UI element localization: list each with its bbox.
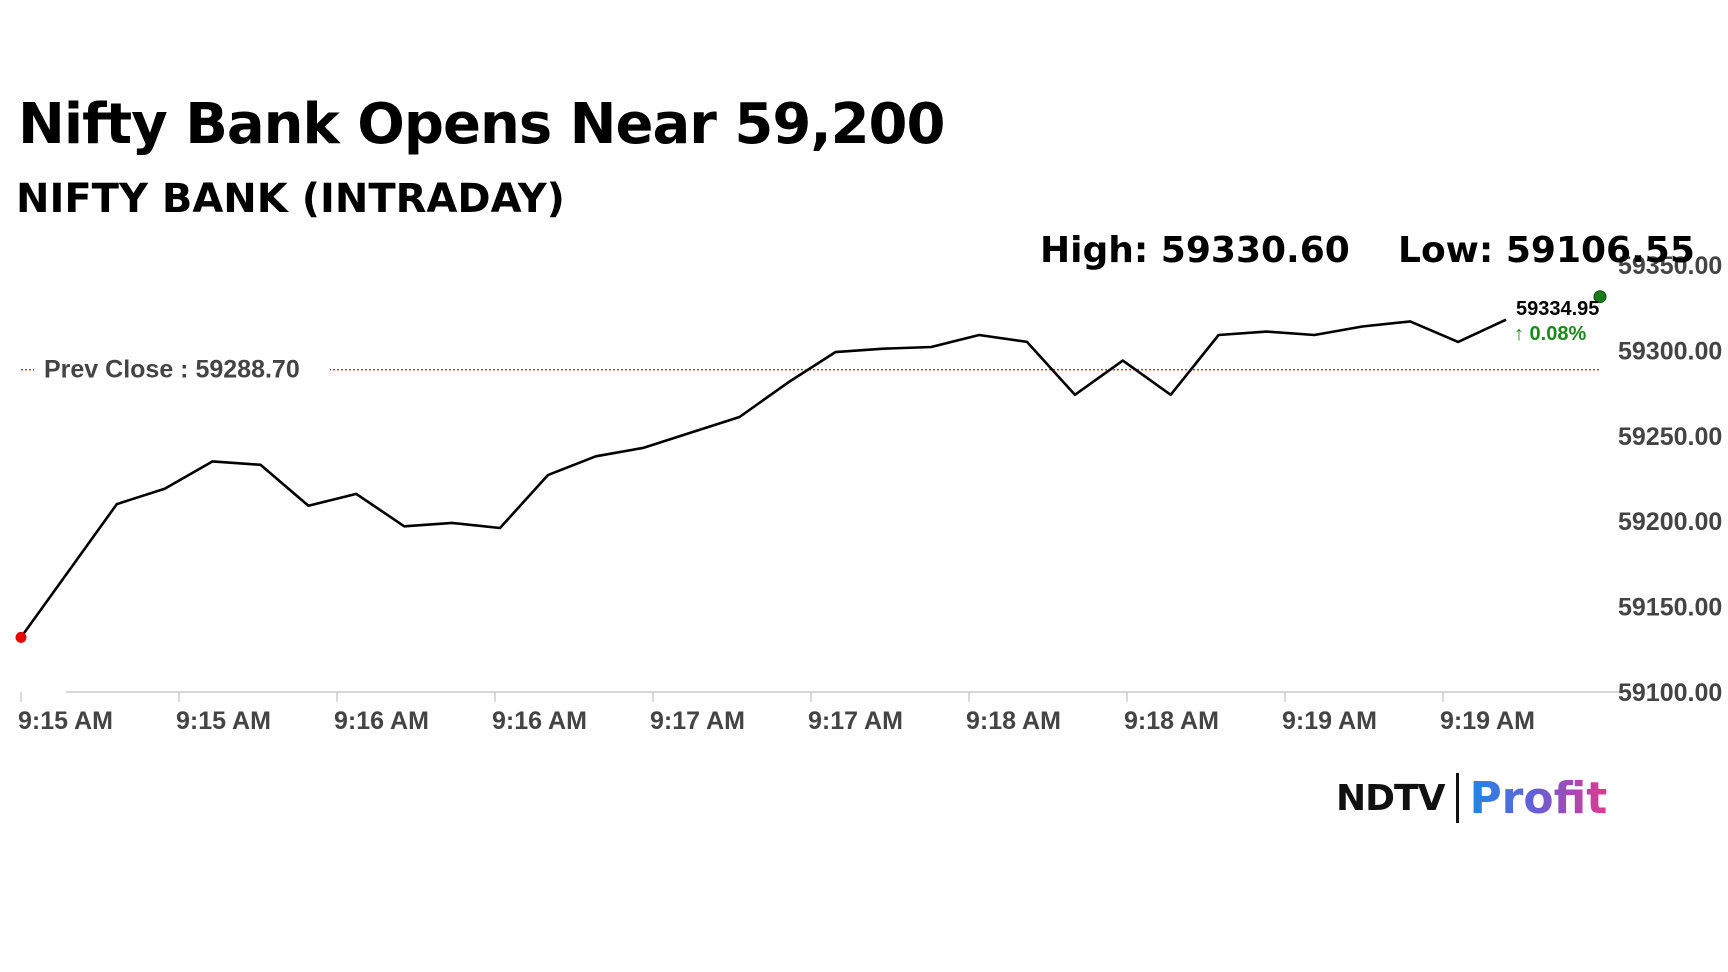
chart-subtitle: NIFTY BANK (INTRADAY) — [16, 176, 565, 222]
x-tick-label: 9:16 AM — [334, 707, 429, 735]
x-tick-label: 9:18 AM — [1124, 707, 1219, 735]
y-tick-label: 59150.00 — [1618, 594, 1722, 622]
logo-profit: Profit — [1469, 772, 1608, 824]
logo-divider — [1456, 773, 1460, 823]
y-tick-label: 59250.00 — [1618, 423, 1722, 451]
x-tick-label: 9:18 AM — [966, 707, 1061, 735]
start-point-marker — [15, 631, 27, 643]
x-tick-label: 9:15 AM — [18, 707, 113, 735]
prev-close-label-bg — [34, 353, 330, 386]
y-tick-label: 59100.00 — [1618, 679, 1722, 707]
y-tick-label: 59300.00 — [1618, 337, 1722, 365]
low-stat: Low: 59106.55 — [1398, 230, 1695, 271]
x-tick-label: 9:19 AM — [1440, 707, 1535, 735]
prev-close-label: Prev Close : 59288.70 — [44, 356, 300, 384]
headline: Nifty Bank Opens Near 59,200 — [18, 92, 945, 157]
x-tick-label: 9:15 AM — [176, 707, 271, 735]
y-tick-label: 59350.00 — [1618, 252, 1722, 280]
x-tick-label: 9:16 AM — [492, 707, 587, 735]
series-line — [19, 318, 1507, 639]
y-axis-ticks: 59100.00 59150.00 59200.00 59250.00 59300.00… — [1618, 252, 1722, 707]
x-tick-label: 9:19 AM — [1282, 707, 1377, 735]
x-tick-label: 9:17 AM — [808, 707, 903, 735]
ndtv-profit-logo: NDTV Profit — [1336, 770, 1607, 826]
x-axis-ticks: 9:15 AM 9:15 AM 9:16 AM 9:16 AM 9:17 AM 9:17 … — [18, 692, 1535, 735]
logo-ndtv: NDTV — [1336, 777, 1445, 819]
change-percent-label: ↑ 0.08% — [1514, 323, 1586, 345]
latest-point-marker — [1593, 290, 1607, 304]
x-tick-label: 9:17 AM — [650, 707, 745, 735]
prev-close-group: Prev Close : 59288.70 — [21, 353, 1600, 386]
y-tick-label: 59200.00 — [1618, 508, 1722, 536]
latest-value-label: 59334.95 — [1516, 298, 1599, 320]
high-stat: High: 59330.60 — [1040, 230, 1350, 271]
